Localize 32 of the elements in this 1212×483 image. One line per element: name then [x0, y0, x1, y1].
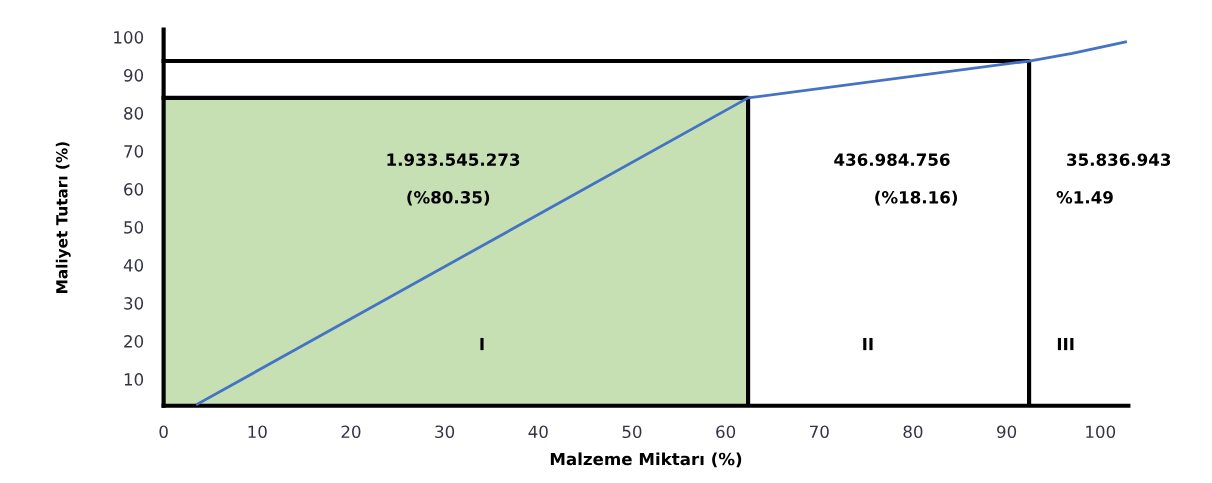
annotation: 436.984.756 — [834, 153, 950, 166]
x-tick-label: 30 — [435, 425, 455, 439]
y-axis-title: Maliyet Tutarı (%) — [55, 142, 71, 293]
x-tick-label: 100 — [1086, 425, 1116, 439]
x-tick-label: 70 — [810, 425, 829, 439]
y-tick-label: 40 — [123, 259, 144, 272]
annotation: I — [480, 337, 484, 351]
annotation: 35.836.943 — [1067, 153, 1171, 166]
y-tick-label: 90 — [124, 69, 144, 82]
x-tick-label: 10 — [248, 425, 267, 439]
y-tick-label: 50 — [124, 221, 144, 234]
annotation: III — [1057, 337, 1074, 351]
x-tick-label: 60 — [716, 425, 736, 439]
x-tick-label: 50 — [622, 425, 642, 439]
annotation: %1.49 — [1056, 191, 1113, 204]
x-tick-label: 90 — [997, 425, 1017, 439]
x-tick-label: 20 — [341, 425, 361, 439]
y-tick-label: 30 — [124, 297, 144, 310]
x-tick-label: 80 — [903, 425, 923, 439]
annotation: (%80.35) — [407, 190, 490, 206]
y-tick-label: 10 — [124, 373, 144, 386]
y-tick-label: 20 — [124, 335, 144, 348]
annotation: (%18.16) — [875, 190, 958, 206]
x-tick-label: 0 — [159, 425, 168, 439]
x-axis-title: Malzeme Miktarı (%) — [550, 452, 742, 468]
x-tick-label: 40 — [528, 425, 548, 439]
annotation: II — [863, 337, 873, 351]
y-tick-label: 100 — [114, 31, 144, 44]
y-tick-label: 70 — [124, 145, 144, 158]
annotation: 1.933.545.273 — [387, 153, 520, 166]
y-tick-label: 60 — [124, 183, 144, 196]
y-tick-label: 80 — [124, 107, 144, 120]
